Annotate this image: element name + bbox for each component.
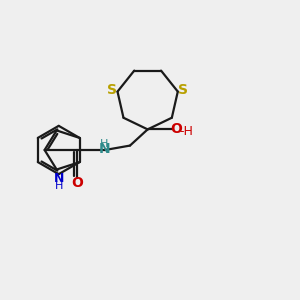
Text: N: N	[54, 172, 64, 185]
Text: O: O	[170, 122, 182, 136]
Text: H: H	[100, 139, 109, 148]
Text: S: S	[107, 83, 117, 98]
Text: O: O	[71, 176, 83, 190]
Text: H: H	[55, 181, 63, 191]
Text: S: S	[178, 83, 188, 98]
Text: -H: -H	[180, 125, 194, 138]
Text: N: N	[99, 142, 111, 156]
